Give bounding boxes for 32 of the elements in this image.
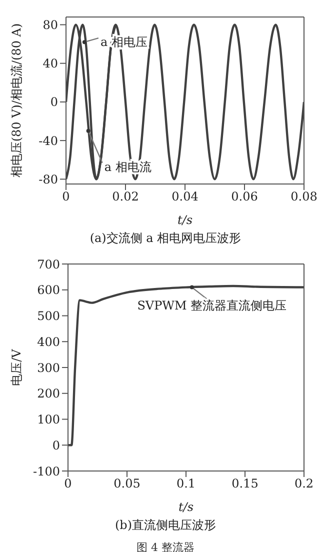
y-tick-label: -80: [38, 172, 58, 186]
x-tick-label: 0.05: [114, 476, 140, 491]
y-tick-label: 600: [37, 283, 60, 298]
y-tick-label: 400: [37, 334, 60, 349]
x-tick-label: 0.08: [290, 190, 318, 204]
x-tick-label: 0.2: [294, 476, 314, 491]
y-tick-label: 0: [52, 438, 60, 452]
y-tick-label: 300: [37, 360, 60, 375]
y-axis-title: 电压/V: [9, 348, 24, 386]
text: (a)交流侧 a 相电网电压波形: [88, 230, 242, 247]
x-tick-label: 0.1: [176, 476, 196, 491]
y-axis-title: 相电压(80 V)/相电流/(80 A): [9, 23, 24, 178]
text: (b)直流侧电压波形: [114, 517, 218, 534]
x-axis-title: t/s: [178, 500, 194, 514]
y-tick-label: 200: [37, 386, 60, 401]
y-tick-label: 700: [37, 257, 60, 272]
y-tick-label: -100: [33, 464, 60, 478]
y-tick-label: 100: [37, 412, 60, 427]
x-tick-label: 0: [62, 190, 70, 204]
x-tick-label: 0.06: [231, 190, 258, 204]
annotation: SVPWM 整流器直流侧电压: [137, 298, 287, 312]
x-tick-label: 0.02: [112, 190, 139, 204]
y-tick-label: 40: [42, 56, 58, 71]
y-tick-label: -40: [38, 134, 58, 148]
y-tick-label: 80: [42, 18, 58, 32]
x-tick-label: 0: [64, 476, 72, 491]
y-tick-label: 0: [50, 95, 58, 110]
x-tick-label: 0.04: [172, 190, 199, 204]
y-tick-label: 500: [37, 309, 60, 324]
x-tick-label: 0.15: [232, 476, 258, 491]
x-axis-title: t/s: [177, 213, 193, 227]
caption: 图 4 整流器: [136, 540, 196, 552]
